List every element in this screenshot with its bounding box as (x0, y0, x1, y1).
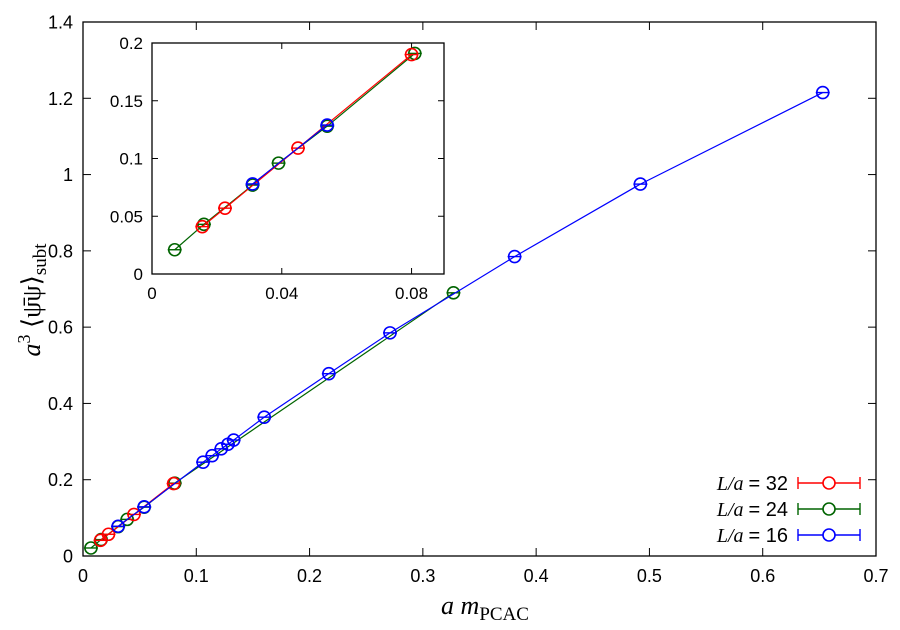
data-point (320, 118, 335, 132)
x-tick-label: 0.7 (863, 566, 888, 586)
y-tick-label: 1.2 (48, 89, 73, 109)
data-point (167, 242, 182, 257)
data-point (197, 217, 211, 232)
x-tick-label: 0.6 (750, 566, 775, 586)
y-tick-label: 0.4 (48, 394, 73, 414)
legend-swatch-marker (822, 528, 836, 542)
data-point (446, 286, 461, 300)
y-tick-label: 1 (63, 165, 73, 185)
x-axis-title: a mPCAC (441, 591, 529, 625)
series-layer (83, 85, 830, 555)
data-point (111, 519, 125, 534)
x-tick-label: 0.5 (637, 566, 662, 586)
y-axis-title: a3 ⟨ψ̄ψ⟩subt (14, 243, 51, 357)
series-line (90, 292, 454, 549)
data-point (226, 433, 241, 447)
plot-frame (151, 42, 445, 275)
x-tick-label: 0.4 (524, 566, 549, 586)
x-tick-label: 0.08 (395, 284, 428, 303)
data-point (245, 177, 260, 191)
data-point (271, 156, 286, 170)
y-tick-label: 0.6 (48, 318, 73, 338)
data-point (507, 249, 522, 264)
data-point (166, 476, 181, 491)
data-point (218, 201, 232, 215)
data-point (214, 442, 229, 456)
legend: L/a = 32 L/a = 24 L/a = 16 (716, 473, 861, 547)
data-point (120, 512, 134, 527)
data-point (404, 47, 419, 62)
data-point (127, 507, 141, 522)
data-point (137, 499, 151, 514)
legend-swatch-marker (822, 476, 836, 490)
data-point (101, 527, 116, 542)
data-point (84, 541, 98, 555)
y-tick-label: 0.2 (48, 470, 73, 490)
data-point (322, 366, 336, 381)
y-tick-label: 0.05 (110, 207, 143, 226)
data-point (291, 141, 305, 155)
y-tick-label: 0 (63, 546, 73, 566)
y-tick-label: 1.4 (48, 12, 73, 32)
series-line (252, 124, 328, 185)
legend-swatch-marker (822, 502, 836, 516)
x-tick-label: 0.2 (297, 566, 322, 586)
series-line (201, 54, 412, 228)
plot-frame (82, 21, 877, 557)
main-plot: 0 0.1 0.2 0.3 0.4 0.5 0.6 0.7 0 0.2 0.4 0.6 0.8 1 1.2 1… (48, 12, 889, 586)
data-point (195, 219, 210, 234)
x-tick-label: 0 (78, 566, 88, 586)
y-tick-label: 0.2 (119, 34, 143, 53)
data-point (196, 455, 210, 469)
data-point (205, 448, 219, 463)
x-tick-label: 0.1 (184, 566, 209, 586)
y-tick-label: 0.15 (110, 92, 143, 111)
series-layer (167, 46, 422, 257)
data-point (257, 410, 272, 424)
inset-plot: 0 0.04 0.08 0 0.05 0.1 0.15 0.2 (110, 34, 445, 303)
legend-label: L/a = 32 (716, 473, 788, 495)
y-tick-label: 0.1 (119, 150, 143, 169)
y-tick-label: 0.8 (48, 241, 73, 261)
data-point (633, 177, 648, 191)
inset-background (152, 43, 444, 274)
x-tick-label: 0.04 (265, 284, 298, 303)
x-tick-label: 0.3 (410, 566, 435, 586)
x-tick-label: 0 (147, 284, 156, 303)
data-point (815, 85, 830, 100)
y-tick-label: 0 (134, 265, 143, 284)
legend-label: L/a = 16 (716, 525, 788, 547)
data-point (383, 326, 397, 340)
legend-label: L/a = 24 (716, 499, 788, 521)
